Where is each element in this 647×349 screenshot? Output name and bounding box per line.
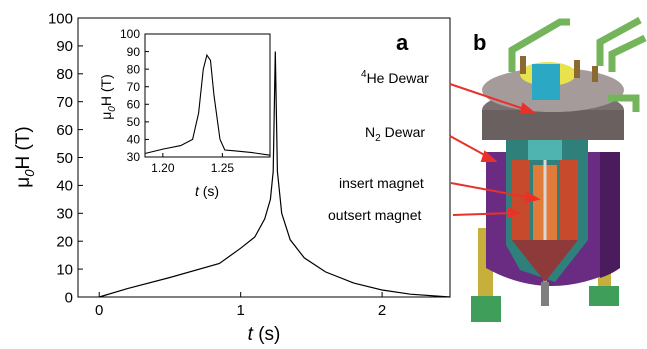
arrow-insert-magnet — [450, 182, 533, 199]
inset-ticks — [145, 33, 223, 158]
bottom-probe — [541, 282, 549, 306]
arrow-he-head — [519, 102, 536, 115]
inset-ytick-label: 80 — [127, 62, 141, 76]
inset-ylabel-main: μ — [98, 112, 114, 120]
inset-series-line — [144, 53, 271, 156]
arrow-outsert-head — [507, 206, 521, 219]
top-flange-side — [482, 110, 624, 140]
dewar-shadow — [600, 152, 620, 278]
inset-ytick-label: 90 — [127, 45, 141, 59]
main-xtick-label: 1 — [236, 302, 244, 319]
main-xtick-label: 2 — [378, 302, 386, 319]
callout-he-dewar: 4He Dewar — [361, 69, 429, 86]
transfer-tube-1 — [508, 18, 570, 72]
main-xlabel-tail: (s) — [253, 324, 280, 345]
main-ytick-label: 30 — [56, 206, 73, 223]
callout-n2-dewar: N2 Dewar — [365, 124, 425, 144]
main-ytick-label: 10 — [56, 261, 73, 278]
callout-n2-sub: 2 — [375, 133, 381, 144]
inset-xlabel-main: t — [195, 183, 200, 199]
main-xlabel-main: t — [248, 324, 254, 345]
panel-b-letter: b — [473, 30, 486, 55]
main-x-axis-title: t (s) — [248, 324, 281, 345]
panel-a-letter: a — [396, 30, 409, 55]
inset-ylabel-tail: H (T) — [98, 74, 114, 106]
main-ytick-label: 50 — [56, 150, 73, 167]
main-ytick-label: 0 — [65, 289, 73, 306]
main-ylabel-tail: H (T) — [13, 126, 34, 169]
current-lead-far — [592, 66, 598, 82]
main-ytick-label: 80 — [56, 66, 73, 83]
callout-n2-text: N — [365, 124, 375, 140]
inset-xtick-label: 1.25 — [211, 161, 235, 175]
main-y-axis-title: μ0H (T) — [13, 126, 37, 187]
inset-ytick-label: 70 — [127, 80, 141, 94]
magnet-cutaway-illustration — [471, 16, 647, 322]
arrow-outsert-magnet — [452, 212, 513, 216]
inset-y-axis-title: μ0H (T) — [98, 74, 118, 120]
current-lead-left — [520, 56, 526, 74]
callout-he-text: He Dewar — [367, 70, 430, 86]
inset-ytick-label: 50 — [127, 115, 141, 129]
callout-outsert-magnet: outsert magnet — [328, 207, 421, 223]
main-xtick-label: 0 — [95, 302, 103, 319]
main-ytick-label: 100 — [48, 10, 73, 27]
main-ytick-label: 90 — [56, 38, 73, 55]
arrow-insert-head — [524, 191, 541, 204]
left-support-foot — [471, 296, 501, 322]
main-ytick-label: 60 — [56, 122, 73, 139]
arrow-he-dewar — [449, 83, 528, 111]
main-ticks — [78, 17, 383, 298]
callout-n2-tail: Dewar — [381, 124, 426, 140]
side-pipe — [608, 94, 640, 112]
inset-ylabel-sub: 0 — [107, 106, 118, 112]
inset-tick-labels: 30 40 50 60 70 80 90 100 1.20 1.25 — [120, 27, 234, 175]
arrow-n2-head — [480, 150, 498, 162]
inset-ytick-label: 60 — [127, 97, 141, 111]
inset-plot-frame — [144, 33, 271, 158]
right-support-foot — [589, 286, 619, 306]
inset-x-axis-title: t (s) — [195, 183, 219, 199]
outsert-coil-right — [560, 160, 578, 240]
inset-ytick-label: 100 — [120, 27, 140, 41]
main-ylabel-sub: 0 — [22, 169, 37, 177]
main-ytick-label: 70 — [56, 94, 73, 111]
he-port — [532, 64, 560, 100]
transfer-tube-2 — [596, 16, 642, 66]
inset-xlabel-tail: (s) — [199, 183, 219, 199]
main-ytick-label: 40 — [56, 178, 73, 195]
main-ylabel-main: μ — [13, 177, 34, 188]
callout-insert-magnet: insert magnet — [339, 175, 424, 191]
inset-ytick-label: 40 — [127, 133, 141, 147]
outsert-coil-left — [512, 160, 530, 240]
transfer-tube-3 — [608, 34, 647, 72]
inset-chart: 30 40 50 60 70 80 90 100 1.20 1.25 μ0H (T) t (s) — [98, 27, 271, 199]
coil-bottom-cone — [512, 240, 578, 282]
main-ytick-label: 20 — [56, 233, 73, 250]
callout-arrows — [449, 83, 541, 219]
inset-xtick-label: 1.20 — [151, 161, 175, 175]
current-lead-right — [574, 60, 580, 78]
inset-ytick-label: 30 — [127, 150, 141, 164]
main-series-line — [99, 51, 451, 298]
callout-he-sup: 4 — [361, 69, 367, 80]
